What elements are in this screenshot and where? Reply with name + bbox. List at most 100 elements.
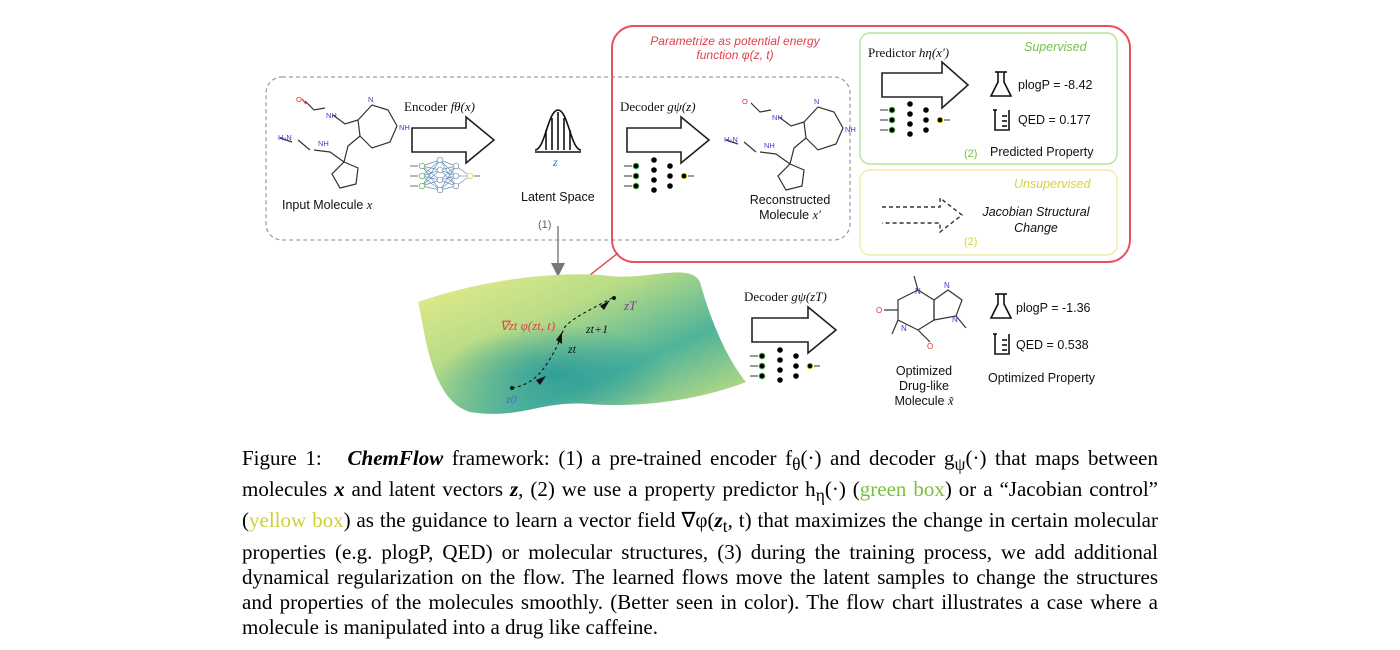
svg-text:O: O: [742, 97, 748, 106]
predictor-label: Predictor hη(x′): [868, 45, 949, 61]
flask-icon-2: [989, 293, 1013, 319]
caption-x: x: [334, 477, 345, 502]
potential-energy-box: [611, 25, 1131, 263]
zt-label: zt: [568, 342, 577, 356]
step2-marker-green: (2): [964, 148, 978, 160]
latent-space-label: Latent Space: [521, 190, 595, 204]
beaker-icon: [993, 109, 1010, 131]
decoder2-label: Decoder gψ(zT): [744, 289, 827, 305]
encoder-network-icon: [410, 156, 480, 194]
jacobian-label-line2: Change: [1014, 221, 1058, 235]
figure-diagram: O NH N NH NH H₂N: [265, 25, 1131, 414]
svg-text:NH: NH: [772, 113, 783, 122]
traj-arrowhead-1: [536, 376, 546, 385]
caption-part5c: , t) that maximizes the change in certai…: [242, 508, 1158, 639]
svg-text:H₂N: H₂N: [278, 133, 292, 142]
decoder-label-math: gψ(z): [667, 99, 696, 114]
plogp-predicted: plogP = -8.42: [1018, 78, 1093, 92]
traj-arrowhead-3: [600, 300, 610, 310]
jacobian-label-line1: Jacobian Structural: [982, 205, 1090, 219]
predictor-arrow: [881, 60, 970, 110]
svg-text:O: O: [296, 95, 302, 104]
predictor-network-icon: [879, 100, 951, 138]
svg-text:O: O: [927, 342, 933, 351]
svg-text:N: N: [814, 97, 819, 106]
svg-text:H₂N: H₂N: [724, 135, 738, 144]
caption-part1d: ψ: [954, 454, 966, 475]
svg-text:NH: NH: [399, 123, 410, 132]
svg-text:N: N: [952, 315, 958, 324]
flask-icon: [989, 71, 1013, 97]
input-molecule-icon: [279, 98, 398, 189]
optimized-property-label: Optimized Property: [988, 371, 1095, 385]
zT-point: [612, 296, 616, 300]
caption-part5b: t: [722, 516, 728, 537]
caption-fig-label: Figure 1:: [242, 446, 322, 470]
svg-text:N: N: [915, 287, 921, 296]
caption-part1: framework: (1) a pre-trained encoder f: [443, 446, 793, 470]
step1-marker: (1): [538, 219, 552, 231]
caption-yellow-box: yellow box: [249, 508, 344, 533]
reconstructed-label: Reconstructed Molecule x′: [740, 193, 840, 223]
caption-zt: z: [714, 508, 723, 533]
caption-z: z: [509, 477, 519, 502]
optimized-math: x̃: [947, 394, 954, 408]
encoder-label-math: fθ(x): [450, 99, 475, 114]
latent-z-label: z: [553, 155, 558, 169]
step2-marker-yellow: (2): [964, 236, 978, 248]
encoder-label: Encoder fθ(x): [404, 99, 475, 115]
beaker-icon-2: [993, 333, 1010, 355]
input-molecule-math: x: [366, 198, 373, 212]
supervised-green-box: [859, 32, 1118, 165]
caption-part2: and latent vectors: [344, 477, 510, 502]
parametrize-note-line1: Parametrize as potential energy: [650, 34, 820, 48]
encoder-arrow: [411, 115, 496, 165]
svg-text:O: O: [876, 306, 882, 315]
optimized-line1: Optimized: [895, 364, 953, 378]
parametrize-note: Parametrize as potential energy function…: [630, 34, 840, 62]
reconstructed-label-line2: Molecule: [759, 208, 810, 222]
supervised-label: Supervised: [1024, 40, 1087, 54]
energy-surface: [418, 272, 746, 414]
decoder-arrow: [626, 115, 711, 165]
decoder2-label-math: gψ(zT): [791, 289, 827, 304]
reconstructed-math: x′: [812, 208, 821, 222]
caption-part1b: θ: [792, 454, 801, 475]
qed-optimized: QED = 0.538: [1016, 338, 1089, 352]
jacobian-dashed-arrow: [882, 196, 964, 234]
optimized-molecule-label: Optimized Drug-like Molecule x̃: [874, 364, 974, 409]
qed-predicted: QED = 0.177: [1018, 113, 1091, 127]
optimized-line2: Drug-like: [898, 379, 949, 393]
predictor-label-math: hη(x′): [918, 45, 950, 60]
svg-text:NH: NH: [318, 139, 329, 148]
figure-caption: Figure 1: ChemFlow framework: (1) a pre-…: [242, 446, 1158, 640]
svg-text:N: N: [944, 281, 950, 290]
plogp-optimized: plogP = -1.36: [1016, 301, 1091, 315]
decoder-label: Decoder gψ(z): [620, 99, 696, 115]
caption-part3c: (·) (: [824, 477, 860, 502]
caption-part1e: (·) that maps between molecules: [242, 446, 1158, 502]
svg-text:N: N: [368, 95, 373, 104]
decoder-label-text: Decoder: [620, 99, 665, 114]
decoder-network-icon: [623, 156, 695, 194]
caption-name: ChemFlow: [347, 446, 444, 470]
traj-arrowhead-2: [556, 332, 562, 344]
caption-part3: , (2) we use a property predictor h: [518, 477, 816, 502]
caption-part3b: η: [815, 485, 825, 506]
unsupervised-yellow-box: [859, 169, 1118, 256]
svg-text:NH: NH: [326, 111, 337, 120]
zt1-label: zt+1: [586, 322, 609, 336]
caption-part4: ) or a “Jacobian control” (: [242, 477, 1158, 533]
input-molecule-label: Input Molecule x: [282, 198, 372, 213]
svg-text:N: N: [901, 324, 907, 333]
z0-point: [510, 386, 514, 390]
caption-part1c: (·) and decoder g: [800, 446, 955, 470]
zT-label: zT: [624, 298, 637, 313]
gradient-label: ∇zt φ(zt, t): [500, 318, 556, 333]
parametrize-note-line2: function φ(z, t): [696, 48, 774, 62]
predicted-property-label: Predicted Property: [990, 145, 1094, 159]
optimized-line3: Molecule: [894, 394, 945, 408]
caffeine-molecule-icon: [884, 275, 967, 343]
z0-label: z0: [506, 392, 517, 406]
caption-part5: ) as the guidance to learn a vector fiel…: [343, 508, 715, 533]
